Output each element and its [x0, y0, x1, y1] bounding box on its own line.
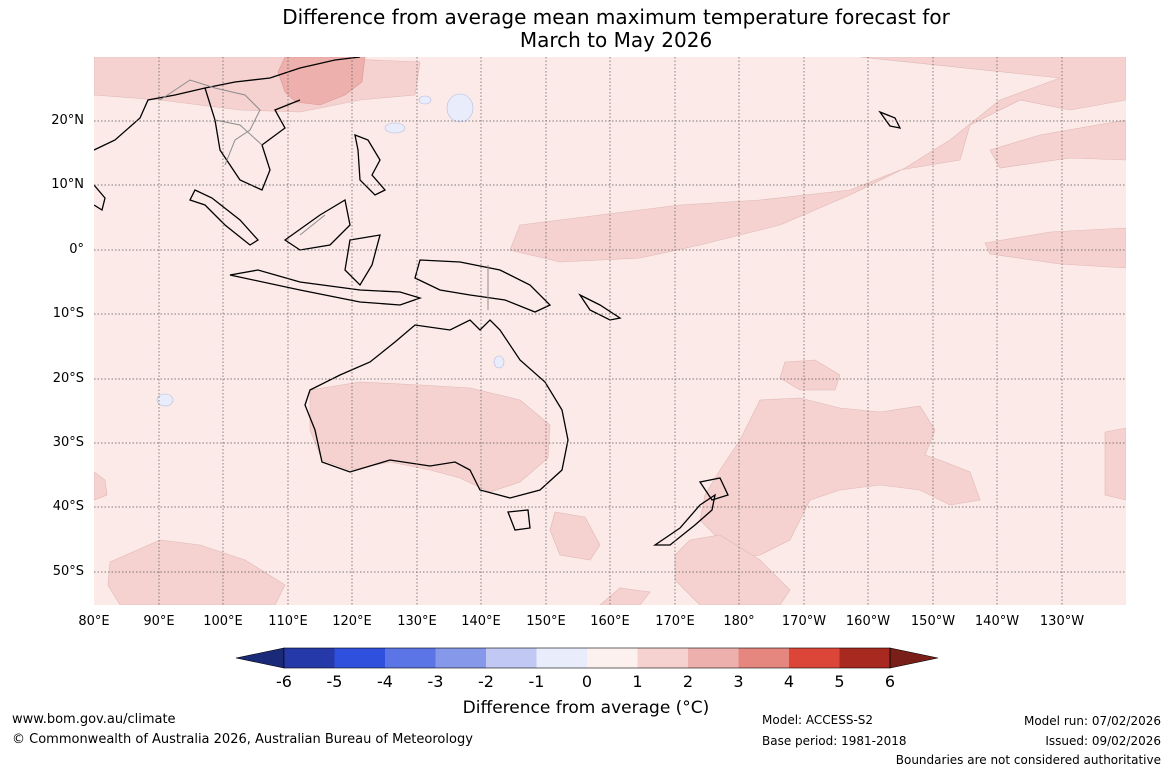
colorbar-tick-label: -5 [326, 672, 343, 691]
lon-label: 80°E [78, 614, 110, 629]
issued-date: Issued: 09/02/2026 [1045, 734, 1161, 748]
lon-label: 130°W [1039, 614, 1085, 629]
colorbar-segment [789, 648, 840, 668]
colorbar-title: Difference from average (°C) [462, 698, 710, 718]
colorbar-tick-label: 2 [682, 672, 694, 691]
copyright-text: © Commonwealth of Australia 2026, Austra… [12, 732, 473, 747]
lon-label: 120°E [332, 614, 372, 629]
colorbar-segment [435, 648, 486, 668]
colorbar-over-arrow [889, 647, 939, 669]
lon-label: 130°E [397, 614, 437, 629]
colorbar-tick-label: -6 [276, 672, 292, 691]
anomaly-region-minus-1-to-0 [156, 93, 505, 407]
boundary-disclaimer: Boundaries are not considered authoritat… [895, 753, 1161, 767]
colorbar [235, 647, 939, 669]
lon-label: 170°W [781, 614, 827, 629]
colorbar-tick-label: -1 [528, 672, 545, 691]
colorbar-segment [536, 648, 587, 668]
colorbar-tick-label: 6 [884, 672, 896, 691]
colorbar-tick-label: 1 [632, 672, 643, 691]
lat-label: 50°S [52, 564, 84, 579]
lon-label: 160°W [845, 614, 891, 629]
lat-label: 10°S [52, 306, 84, 321]
country-borders [159, 79, 489, 310]
model-name: Model: ACCESS-S2 [762, 713, 874, 727]
anomaly-regions [94, 57, 1126, 605]
lat-label: 30°S [52, 435, 84, 450]
colorbar-segment [334, 648, 385, 668]
lat-label: 20°S [52, 371, 84, 386]
lon-label: 100°E [203, 614, 243, 629]
colorbar-tick-label: 5 [834, 672, 845, 691]
lon-label: 140°E [461, 614, 501, 629]
colorbar-segment [486, 648, 537, 668]
colorbar-frame [283, 647, 891, 669]
title-line-1: Difference from average mean maximum tem… [282, 5, 950, 29]
colorbar-tick-label: 0 [581, 672, 593, 691]
lon-label: 150°E [526, 614, 566, 629]
colorbar-segment [587, 648, 638, 668]
lon-label: 90°E [143, 614, 175, 629]
colorbar-tick-label: -4 [377, 672, 393, 691]
coastlines [94, 57, 902, 546]
base-period: Base period: 1981-2018 [762, 734, 907, 748]
map-gridlines [94, 57, 1126, 605]
colorbar-segment [637, 648, 688, 668]
anomaly-region-1-to-2 [94, 57, 1126, 605]
colorbar-tick-label: -2 [478, 672, 494, 691]
colorbar-under-arrow [235, 647, 285, 669]
colorbar-segment [688, 648, 739, 668]
colorbar-segment [738, 648, 789, 668]
lat-label: 10°N [51, 177, 84, 192]
lon-label: 150°W [910, 614, 956, 629]
title-line-2: March to May 2026 [519, 28, 713, 52]
colorbar-tick-label: 4 [783, 672, 795, 691]
model-run-date: Model run: 07/02/2026 [1023, 714, 1161, 728]
lon-label: 160°E [590, 614, 630, 629]
colorbar-segment [284, 648, 335, 668]
anomaly-region-2-to-3 [277, 57, 366, 106]
lon-label: 180° [723, 614, 755, 629]
lat-label: 20°N [51, 113, 84, 128]
lat-label: 40°S [52, 499, 84, 514]
lon-label: 140°W [974, 614, 1020, 629]
lon-label: 170°E [655, 614, 695, 629]
colorbar-tick-label: -3 [427, 672, 444, 691]
website-link[interactable]: www.bom.gov.au/climate [12, 712, 176, 727]
colorbar-tick-label: 3 [733, 672, 744, 691]
lat-label: 0° [69, 242, 84, 257]
colorbar-segment [839, 648, 890, 668]
lon-label: 110°E [268, 614, 308, 629]
colorbar-segment [385, 648, 436, 668]
